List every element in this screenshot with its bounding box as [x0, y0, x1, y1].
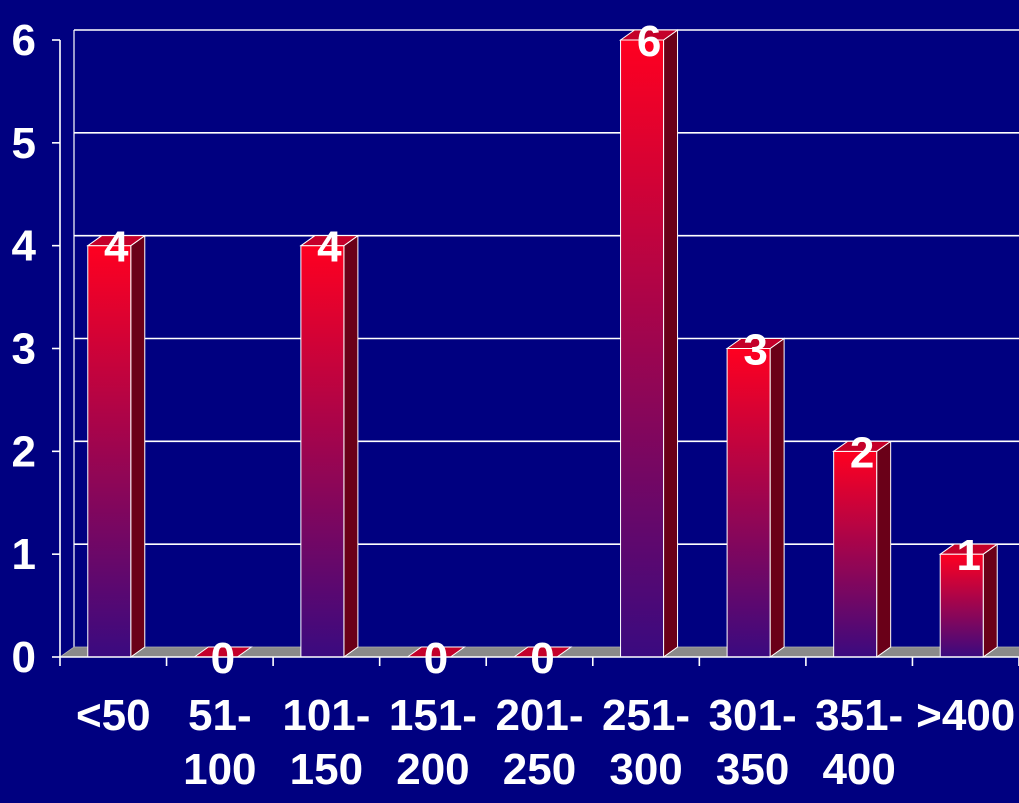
x-tick-label-line: 300 — [609, 745, 682, 794]
data-label: 4 — [317, 223, 342, 272]
x-tick-label-line: 201- — [495, 691, 583, 740]
x-tick-label: <50 — [76, 691, 151, 740]
bar-front — [620, 39, 665, 658]
data-label: 6 — [637, 17, 661, 66]
bar-front — [300, 245, 345, 658]
bar-side — [769, 337, 785, 658]
x-tick-label-line: 301- — [709, 691, 797, 740]
bar-cap — [725, 338, 786, 349]
x-tick-label-line: 351- — [815, 691, 903, 740]
x-tick-label: 101- 150 — [282, 691, 370, 794]
data-label: 0 — [211, 634, 235, 683]
x-tick-label: 251- 300 — [602, 691, 690, 794]
bar-6 — [725, 337, 786, 658]
x-tick-label: 201- 250 — [495, 691, 583, 794]
data-label: 3 — [743, 326, 767, 375]
bar-front — [939, 553, 984, 658]
x-tick-label: 151- 200 — [389, 691, 477, 794]
bar-5 — [618, 29, 680, 658]
bar-cap — [618, 29, 680, 41]
bar-cap — [938, 543, 999, 555]
x-tick-label: >400 — [916, 691, 1015, 740]
x-tick-label-line: 100 — [183, 745, 256, 794]
bar-cap — [86, 235, 147, 247]
y-tick-label: 1 — [12, 530, 36, 579]
y-tick-label: 4 — [12, 222, 37, 271]
x-tick-label-line: 250 — [503, 745, 576, 794]
x-tick-label-line: 151- — [389, 691, 477, 740]
data-label: 4 — [104, 223, 129, 272]
bars — [86, 29, 999, 658]
y-tick-label: 6 — [12, 16, 36, 65]
y-tick-label: 2 — [12, 427, 36, 476]
x-tick-label: 351- 400 — [815, 691, 903, 794]
bar-2 — [299, 234, 360, 658]
y-tick-label: 0 — [12, 633, 36, 682]
data-label: 0 — [530, 634, 554, 683]
bar-cap — [299, 235, 360, 247]
y-tick-label: 5 — [12, 119, 36, 168]
x-tick-label-line: 350 — [716, 745, 789, 794]
bar-8 — [938, 543, 999, 658]
bar-front — [833, 450, 878, 658]
bar-cap — [832, 440, 893, 452]
x-tick-label-line: 150 — [290, 745, 363, 794]
bar-front — [726, 348, 771, 658]
bar-side — [343, 234, 359, 658]
y-tick-label: 3 — [12, 325, 36, 374]
data-label: 2 — [850, 428, 874, 477]
x-tick-label-line: 200 — [396, 745, 469, 794]
x-tick-label-line: >400 — [916, 691, 1015, 740]
x-tick-label: 301- 350 — [709, 691, 797, 794]
bar-side — [982, 543, 998, 658]
bar-7 — [832, 440, 893, 658]
data-label: 0 — [424, 634, 448, 683]
bar-side — [663, 29, 679, 658]
x-tick-label-line: <50 — [76, 691, 151, 740]
x-tick-label: 51-100 — [183, 691, 256, 794]
bar-front — [87, 245, 132, 658]
x-tick-label-line: 101- — [282, 691, 370, 740]
x-tick-label-line: 400 — [822, 745, 895, 794]
bar-0 — [86, 234, 147, 658]
axes — [52, 39, 1019, 666]
bar-side — [130, 234, 146, 658]
x-tick-label-line: 51- — [188, 691, 252, 740]
bar-side — [876, 440, 892, 658]
x-tick-label-line: 251- — [602, 691, 690, 740]
data-label: 1 — [956, 531, 980, 580]
